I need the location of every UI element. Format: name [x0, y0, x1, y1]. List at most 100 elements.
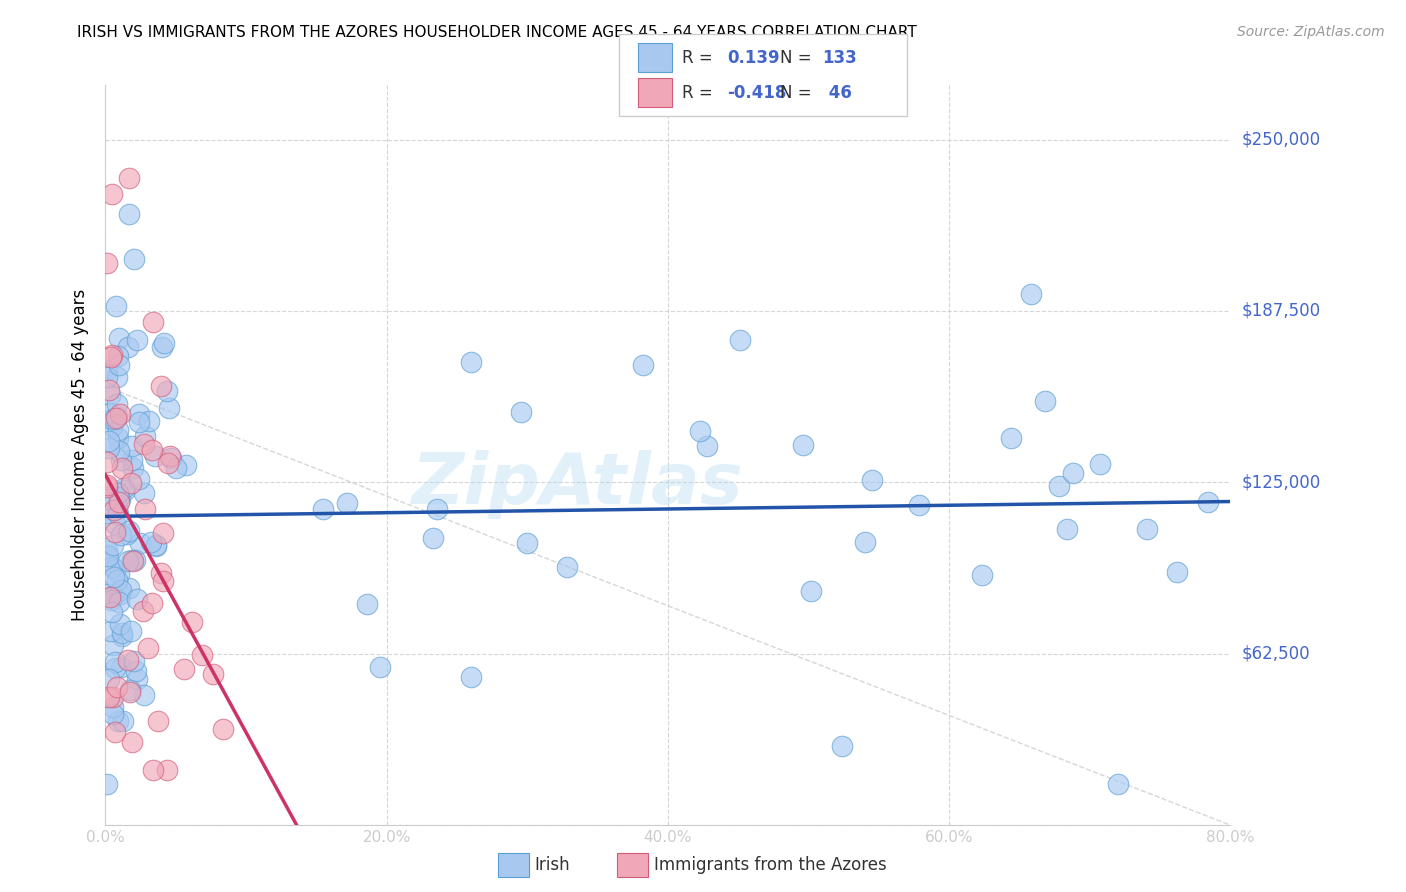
Point: [831, 739, 853, 754]
Point: [98, 406, 121, 420]
Point: [96, 478, 118, 492]
Point: [118, 683, 141, 698]
Point: [1062, 467, 1084, 481]
Point: [98, 383, 121, 397]
Point: [1197, 495, 1219, 509]
Point: [110, 528, 132, 542]
Point: [1047, 479, 1070, 493]
Point: [103, 589, 125, 603]
Text: $62,500: $62,500: [1241, 645, 1310, 663]
Point: [120, 475, 142, 490]
Point: [96, 548, 118, 562]
Point: [190, 648, 212, 662]
Point: [108, 595, 131, 609]
Point: [152, 574, 174, 588]
Text: N =: N =: [780, 84, 817, 102]
Text: Source: ZipAtlas.com: Source: ZipAtlas.com: [1237, 25, 1385, 39]
Point: [134, 486, 156, 500]
Text: $187,500: $187,500: [1241, 302, 1320, 320]
Point: [128, 536, 150, 550]
Point: [110, 453, 132, 467]
Point: [422, 531, 444, 545]
Point: [104, 725, 127, 739]
Point: [150, 340, 173, 354]
Point: [696, 440, 718, 454]
Point: [103, 570, 125, 584]
Point: [127, 672, 149, 686]
Point: [312, 502, 335, 516]
Point: [104, 299, 127, 313]
Point: [107, 423, 129, 437]
Point: [96, 492, 118, 507]
Point: [1088, 457, 1111, 471]
Point: [118, 581, 141, 595]
Point: [173, 662, 195, 676]
Point: [128, 472, 150, 486]
Point: [96, 362, 118, 376]
Point: [134, 501, 156, 516]
Point: [631, 359, 654, 373]
Point: [460, 354, 482, 368]
Point: [118, 207, 141, 221]
Text: ZipAtlas: ZipAtlas: [412, 450, 744, 519]
Point: [104, 411, 127, 425]
Point: [555, 560, 578, 574]
Point: [101, 348, 124, 362]
Point: [108, 616, 131, 631]
Point: [101, 418, 124, 433]
Point: [103, 707, 125, 722]
Point: [860, 473, 883, 487]
Point: [100, 624, 122, 638]
Point: [121, 439, 143, 453]
Point: [103, 503, 125, 517]
Point: [134, 429, 156, 443]
Point: [104, 655, 127, 669]
Point: [118, 524, 141, 538]
Point: [132, 604, 155, 618]
Point: [138, 414, 160, 428]
Point: [103, 699, 125, 714]
Point: [157, 401, 180, 415]
Text: 133: 133: [823, 49, 858, 67]
Point: [104, 661, 127, 675]
Point: [98, 690, 121, 705]
Point: [117, 653, 139, 667]
Point: [105, 409, 128, 423]
Text: IRISH VS IMMIGRANTS FROM THE AZORES HOUSEHOLDER INCOME AGES 45 - 64 YEARS CORREL: IRISH VS IMMIGRANTS FROM THE AZORES HOUS…: [77, 25, 917, 40]
Point: [1019, 286, 1042, 301]
Point: [120, 624, 142, 639]
Point: [107, 444, 129, 458]
Point: [426, 502, 449, 516]
Point: [121, 452, 143, 467]
Point: [792, 438, 814, 452]
Point: [356, 598, 378, 612]
Point: [107, 507, 129, 521]
Point: [157, 456, 180, 470]
Text: R =: R =: [682, 49, 718, 67]
Point: [212, 722, 235, 736]
Point: [107, 494, 129, 508]
Point: [145, 450, 167, 464]
Point: [728, 334, 751, 348]
Point: [96, 544, 118, 558]
Text: 0.139: 0.139: [727, 49, 779, 67]
Point: [141, 442, 163, 457]
Point: [97, 441, 120, 455]
Point: [156, 764, 179, 778]
Point: [101, 538, 124, 552]
Point: [96, 455, 118, 469]
Point: [97, 549, 120, 563]
Text: -0.418: -0.418: [727, 84, 786, 102]
Point: [108, 566, 131, 581]
Point: [174, 458, 197, 472]
Point: [101, 690, 124, 704]
Point: [115, 527, 138, 541]
Point: [1033, 393, 1056, 408]
Y-axis label: Householder Income Ages 45 - 64 years: Householder Income Ages 45 - 64 years: [72, 289, 90, 621]
Point: [101, 605, 124, 619]
Text: N =: N =: [780, 49, 817, 67]
Point: [100, 411, 122, 425]
Text: 46: 46: [823, 84, 852, 102]
Point: [111, 628, 134, 642]
Point: [121, 461, 143, 475]
